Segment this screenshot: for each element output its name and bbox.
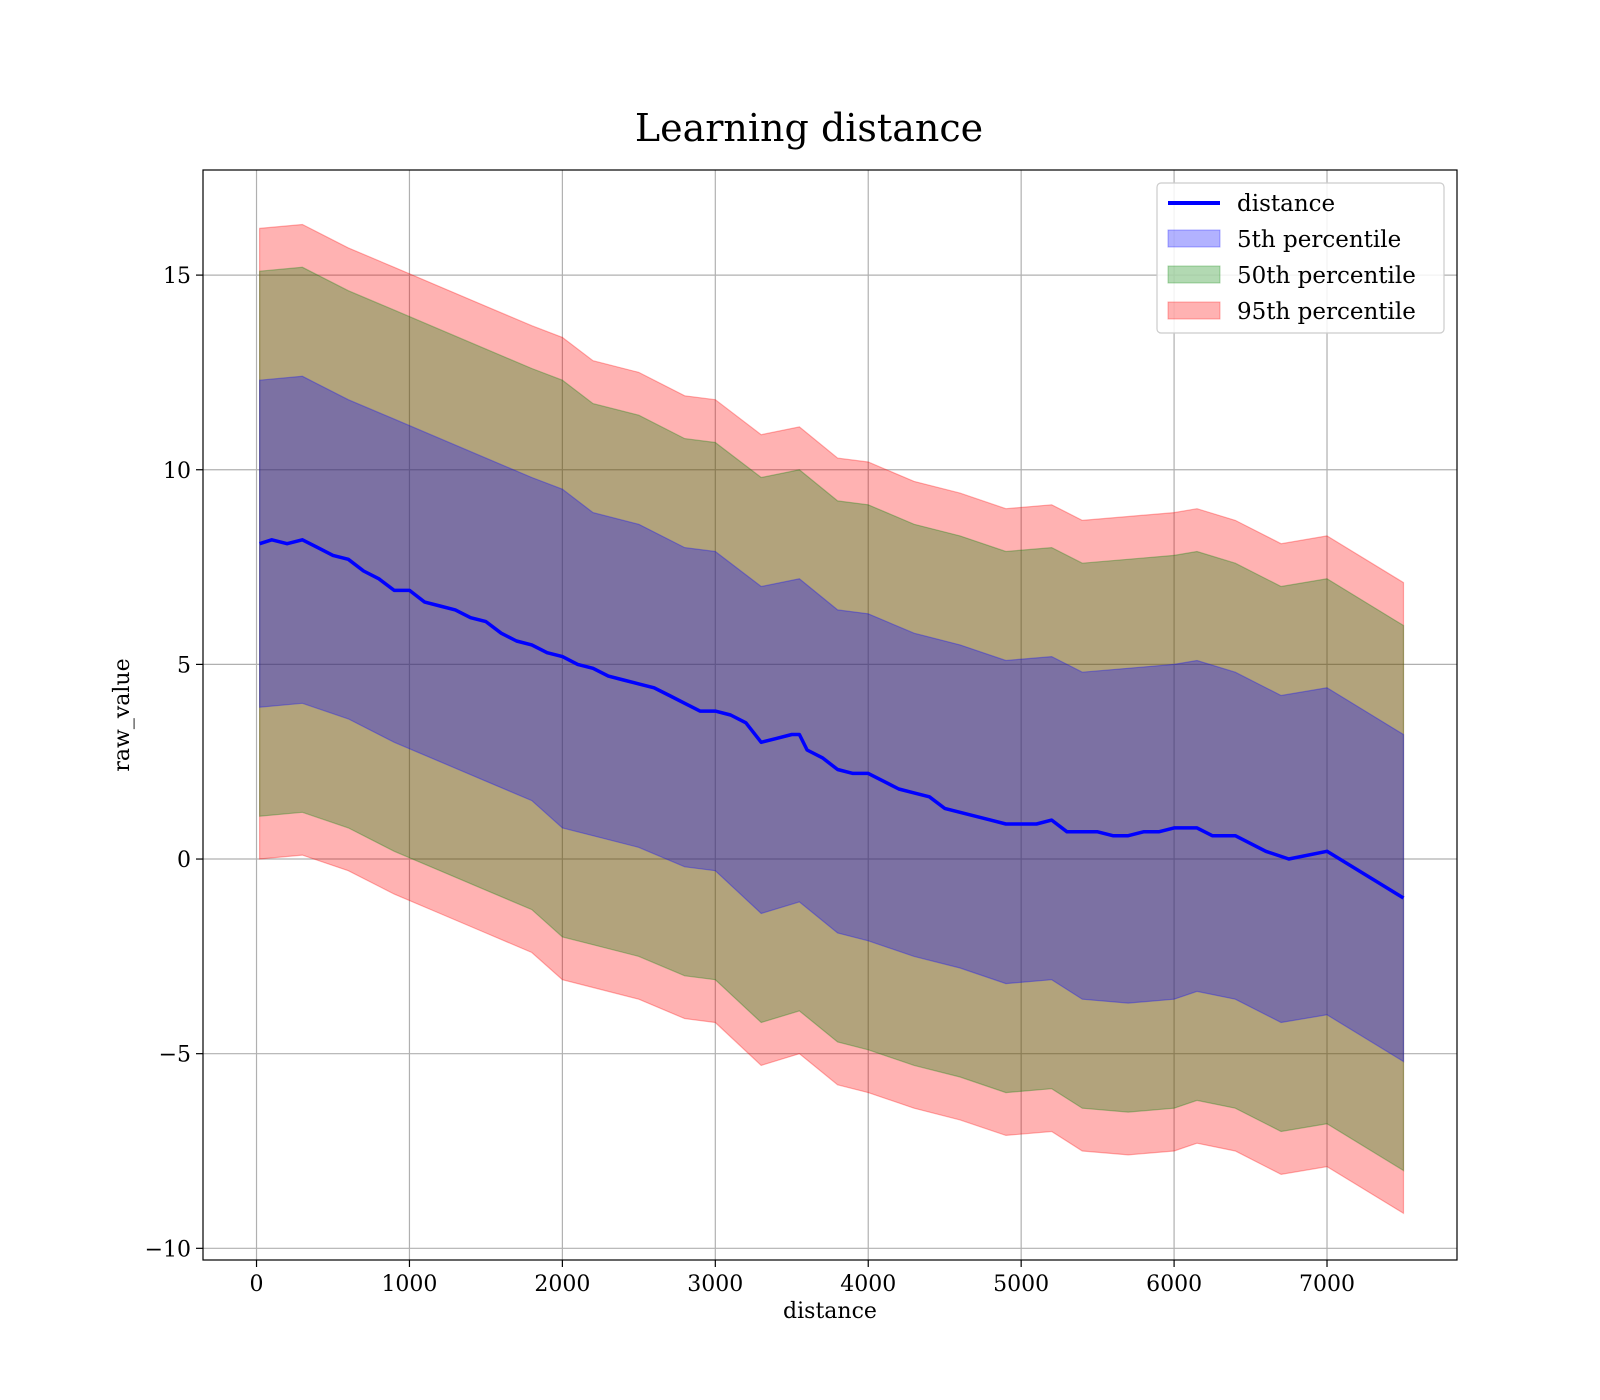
distance-line bbox=[259, 538, 1405, 900]
y-axis-label: raw_value bbox=[110, 658, 135, 771]
x-tick-label: 2000 bbox=[534, 1272, 590, 1297]
x-tick-label: 4000 bbox=[840, 1272, 896, 1297]
y-axis-ticks: −10 −5 0 5 10 15 bbox=[145, 264, 203, 1262]
legend-swatch-95th bbox=[1167, 301, 1221, 320]
x-tick-label: 7000 bbox=[1299, 1272, 1355, 1297]
legend: distance 5th percentile 50th percentile … bbox=[1156, 182, 1445, 334]
legend-label-5th: 5th percentile bbox=[1237, 227, 1401, 253]
legend-swatch-5th bbox=[1167, 229, 1221, 248]
grid bbox=[203, 170, 1457, 1260]
band-95th-percentile bbox=[259, 223, 1405, 1215]
y-tick-label: −10 bbox=[145, 1237, 191, 1262]
y-tick-label: 5 bbox=[177, 653, 191, 678]
x-tick-label: 3000 bbox=[687, 1272, 743, 1297]
x-tick-label: 5000 bbox=[993, 1272, 1049, 1297]
band-50th-percentile bbox=[259, 266, 1405, 1172]
x-axis-label: distance bbox=[783, 1299, 877, 1324]
y-tick-label: 10 bbox=[163, 459, 191, 484]
chart-title: Learning distance bbox=[635, 106, 983, 150]
distance-line-group bbox=[259, 538, 1405, 900]
legend-label-95th: 95th percentile bbox=[1237, 299, 1416, 325]
x-tick-label: 1000 bbox=[381, 1272, 437, 1297]
legend-label-distance: distance bbox=[1237, 191, 1335, 217]
x-tick-label: 0 bbox=[250, 1272, 264, 1297]
legend-frame bbox=[1156, 182, 1445, 334]
x-tick-label: 6000 bbox=[1146, 1272, 1202, 1297]
plot-frame bbox=[202, 169, 1458, 1261]
band-5th-percentile bbox=[259, 375, 1405, 1063]
legend-swatch-50th bbox=[1167, 265, 1221, 284]
y-tick-label: 0 bbox=[177, 848, 191, 873]
y-tick-label: 15 bbox=[163, 264, 191, 289]
x-axis-ticks: 0 1000 2000 3000 4000 5000 6000 7000 bbox=[250, 1260, 1355, 1297]
percentile-bands bbox=[259, 223, 1405, 1215]
y-tick-label: −5 bbox=[159, 1043, 191, 1068]
legend-label-50th: 50th percentile bbox=[1237, 263, 1416, 289]
